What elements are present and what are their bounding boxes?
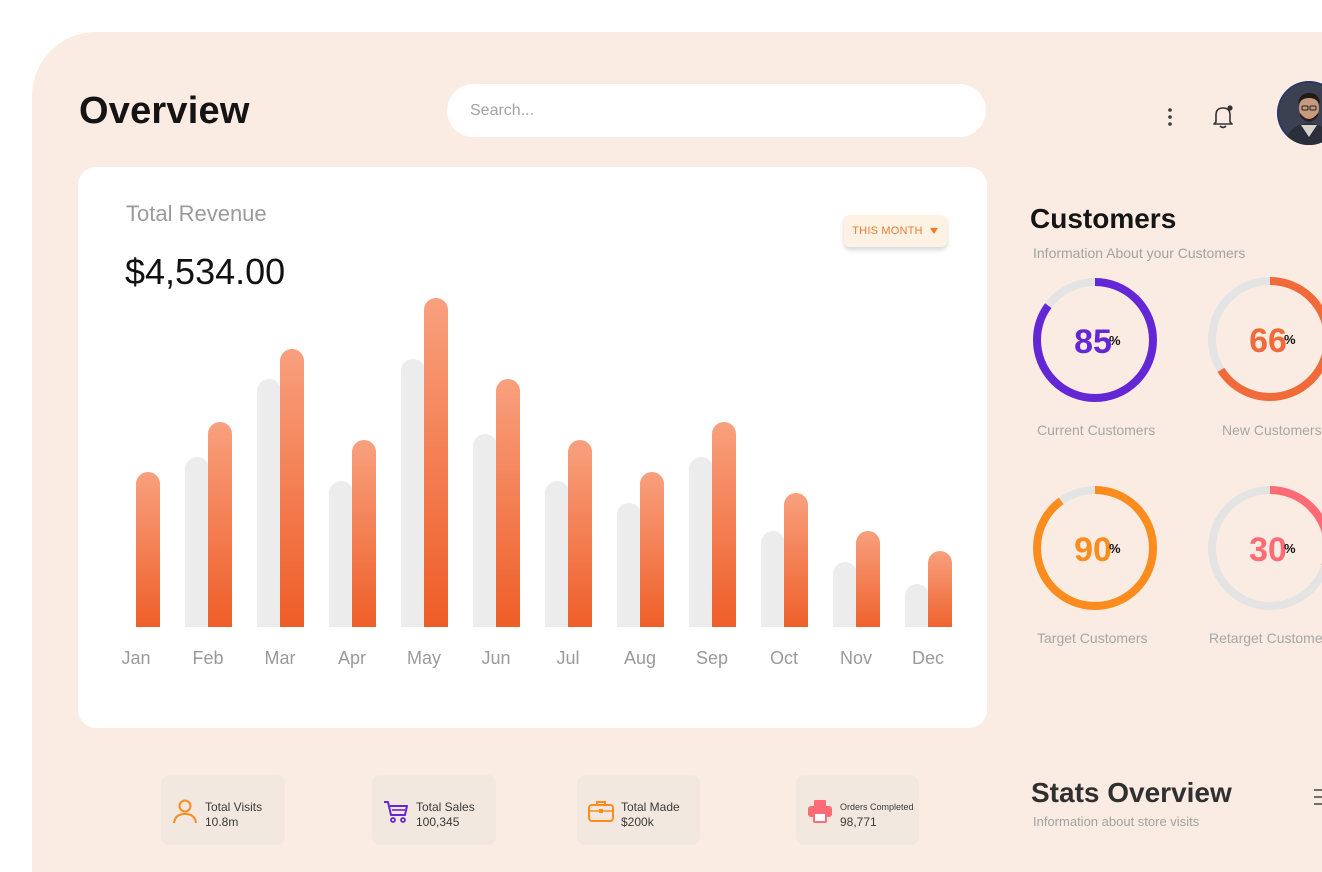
caret-down-icon <box>929 228 938 234</box>
stat-value: 98,771 <box>840 815 877 829</box>
bar-current-apr[interactable] <box>352 440 376 639</box>
bar-previous-jul <box>545 481 569 639</box>
revenue-label: Total Revenue <box>126 201 267 226</box>
x-tick-label-feb: Feb <box>192 648 223 668</box>
bar-current-jul[interactable] <box>568 440 592 639</box>
stat-card-total-sales[interactable]: Total Sales 100,345 <box>372 775 496 845</box>
x-tick-label-oct: Oct <box>770 648 798 668</box>
x-tick-label-nov: Nov <box>840 648 872 668</box>
bar-previous-dec <box>905 584 929 639</box>
bar-previous-apr <box>329 481 353 639</box>
x-tick-label-may: May <box>407 648 441 668</box>
bar-previous-mar <box>257 379 281 639</box>
bar-current-dec[interactable] <box>928 551 952 639</box>
bar-current-jun[interactable] <box>496 379 520 639</box>
bar-previous-jun <box>473 434 497 639</box>
user-icon <box>173 799 197 824</box>
bell-icon[interactable] <box>1209 102 1237 132</box>
x-tick-label-jun: Jun <box>481 648 510 668</box>
revenue-card: Total Revenue $4,534.00 THIS MONTH Jan Fe… <box>78 167 987 728</box>
x-tick-label-dec: Dec <box>912 648 944 668</box>
cart-icon <box>384 801 408 823</box>
search-bar[interactable] <box>447 84 986 137</box>
bar-current-sep[interactable] <box>712 422 736 639</box>
bar-current-oct[interactable] <box>784 493 808 639</box>
filter-icon[interactable] <box>1312 786 1322 808</box>
briefcase-icon <box>588 801 614 822</box>
search-input[interactable] <box>447 84 986 137</box>
avatar-image <box>1277 81 1322 145</box>
bar-current-nov[interactable] <box>856 531 880 639</box>
x-tick-label-jan: Jan <box>121 648 150 668</box>
x-tick-label-aug: Aug <box>624 648 656 668</box>
avatar[interactable] <box>1277 81 1322 145</box>
bar-current-mar[interactable] <box>280 349 304 639</box>
period-dropdown[interactable]: THIS MONTH <box>844 215 947 247</box>
x-tick-label-sep: Sep <box>696 648 728 668</box>
period-label: THIS MONTH <box>852 225 923 237</box>
revenue-chart: Jan Feb Mar Apr May Jun Jul Aug Sep Oct Nov Dec <box>78 298 987 668</box>
bar-previous-may <box>401 359 425 639</box>
stat-card-orders-completed[interactable]: Orders Completed 98,771 <box>796 775 919 845</box>
stat-label: Orders Completed <box>840 802 914 812</box>
stat-label: Total Visits <box>205 800 263 814</box>
page-title: Overview <box>79 90 250 132</box>
bar-current-may[interactable] <box>424 298 448 639</box>
stat-label: Total Sales <box>416 800 475 814</box>
stats-overview-title: Stats Overview <box>1031 777 1232 808</box>
bar-previous-oct <box>761 531 785 639</box>
stat-label: Total Made <box>621 800 680 814</box>
x-tick-label-mar: Mar <box>265 648 296 668</box>
bar-current-feb[interactable] <box>208 422 232 639</box>
x-tick-label-apr: Apr <box>338 648 366 668</box>
bar-previous-aug <box>617 503 641 639</box>
customers-title: Customers <box>1030 203 1177 234</box>
ring-label-target-customers: Target Customers <box>1037 630 1148 646</box>
bar-current-jan[interactable] <box>136 472 160 639</box>
bar-previous-feb <box>185 457 209 639</box>
more-vertical-icon[interactable] <box>1160 104 1180 130</box>
ring-label-current-customers: Current Customers <box>1037 422 1156 438</box>
x-tick-label-jul: Jul <box>556 648 579 668</box>
stat-value: 10.8m <box>205 815 239 829</box>
stat-card-total-made[interactable]: Total Made $200k <box>577 775 700 845</box>
customers-subtitle: Information About your Customers <box>1033 245 1246 261</box>
stat-value: 100,345 <box>416 815 460 829</box>
ring-label-retarget-customers: Retarget Customers <box>1209 630 1322 646</box>
stats-overview-subtitle: Information about store visits <box>1033 814 1200 829</box>
printer-icon <box>808 800 832 823</box>
chart-baseline-mask <box>78 627 987 649</box>
bar-current-aug[interactable] <box>640 472 664 639</box>
bar-previous-sep <box>689 457 713 639</box>
stat-card-total-visits[interactable]: Total Visits 10.8m <box>161 775 285 845</box>
ring-label-new-customers: New Customers <box>1222 422 1322 438</box>
bar-previous-nov <box>833 562 857 639</box>
revenue-value: $4,534.00 <box>125 251 286 292</box>
stat-value: $200k <box>621 815 654 829</box>
